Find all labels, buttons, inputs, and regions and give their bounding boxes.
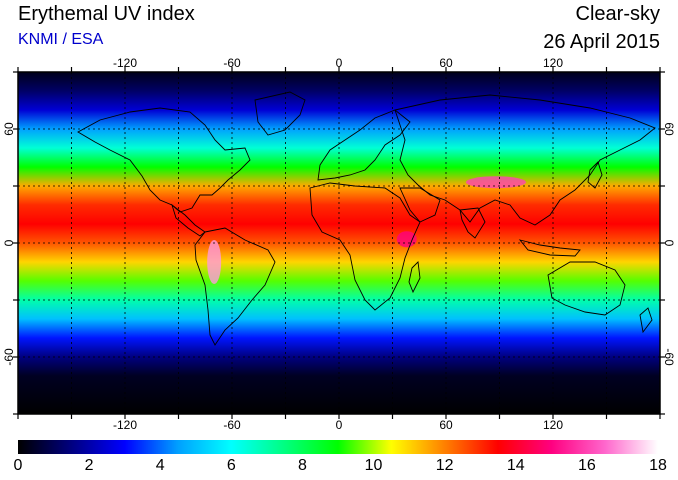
- coastline-new-zealand: [639, 307, 653, 334]
- sky-condition-label: Clear-sky: [575, 3, 660, 25]
- lat-label-left: -60: [2, 348, 16, 366]
- colorbar-tick-label: 14: [506, 457, 525, 474]
- colorbar-tick-label: 0: [13, 457, 23, 474]
- coastline-australia: [547, 261, 626, 316]
- colorbar-tick-label: 12: [435, 457, 454, 474]
- colorbar-tick-label: 8: [297, 457, 307, 474]
- lon-label-top: 120: [543, 56, 563, 70]
- coastline-central-america: [171, 203, 206, 237]
- lon-label-bottom: -60: [223, 418, 241, 432]
- colorbar-tick-label: 4: [155, 457, 165, 474]
- map-frame: -120 -120 -60 -60 0 0 60 60 120 120 60 60 0 0 -60 -60: [2, 56, 676, 432]
- lon-label-bottom: 0: [336, 418, 343, 432]
- lat-label-right: -60: [662, 348, 676, 366]
- coastline-south-america: [194, 227, 276, 346]
- coastline-arabia: [399, 187, 441, 223]
- coastline-africa: [309, 182, 421, 311]
- lon-label-top: -120: [113, 56, 137, 70]
- colorbar-tick-label: 2: [84, 457, 94, 474]
- coastline-north-america: [77, 107, 251, 213]
- uv-hotspots: [207, 176, 526, 284]
- colorbar-tick-label: 10: [364, 457, 383, 474]
- colorbar: [18, 440, 658, 454]
- hotspot-east-africa: [396, 231, 417, 248]
- lat-label-right: 60: [662, 122, 676, 136]
- lat-label-right: 0: [662, 240, 676, 247]
- colorbar-tick-label: 6: [226, 457, 236, 474]
- colorbar-tick-label: 16: [577, 457, 596, 474]
- lon-label-bottom: 60: [439, 418, 453, 432]
- lon-label-top: 0: [336, 56, 343, 70]
- map-date: 26 April 2015: [543, 31, 660, 53]
- lon-label-top: 60: [439, 56, 453, 70]
- lon-label-bottom: 120: [543, 418, 563, 432]
- hotspot-andes: [207, 240, 222, 284]
- hotspot-tibetan-plateau: [465, 176, 526, 189]
- coastline-indonesia: [518, 239, 581, 257]
- map-title: Erythemal UV index: [18, 3, 195, 25]
- colorbar-strip: [18, 440, 658, 454]
- coastline-greenland: [254, 91, 306, 136]
- coastline-india: [459, 207, 486, 239]
- axis-ticks: -120 -120 -60 -60 0 0 60 60 120 120 60 60 0 0 -60 -60: [2, 56, 676, 432]
- map-credit: KNMI / ESA: [18, 31, 104, 48]
- coastlines: [77, 91, 656, 346]
- colorbar-tick-label: 18: [649, 457, 667, 474]
- coastline-japan: [587, 161, 603, 189]
- lat-label-left: 0: [2, 239, 16, 246]
- coastline-europe: [317, 109, 411, 181]
- lat-label-left: 60: [2, 122, 16, 136]
- graticule: [18, 72, 660, 414]
- lon-label-top: -60: [223, 56, 241, 70]
- coastline-madagascar: [408, 261, 421, 294]
- lon-label-bottom: -120: [113, 418, 137, 432]
